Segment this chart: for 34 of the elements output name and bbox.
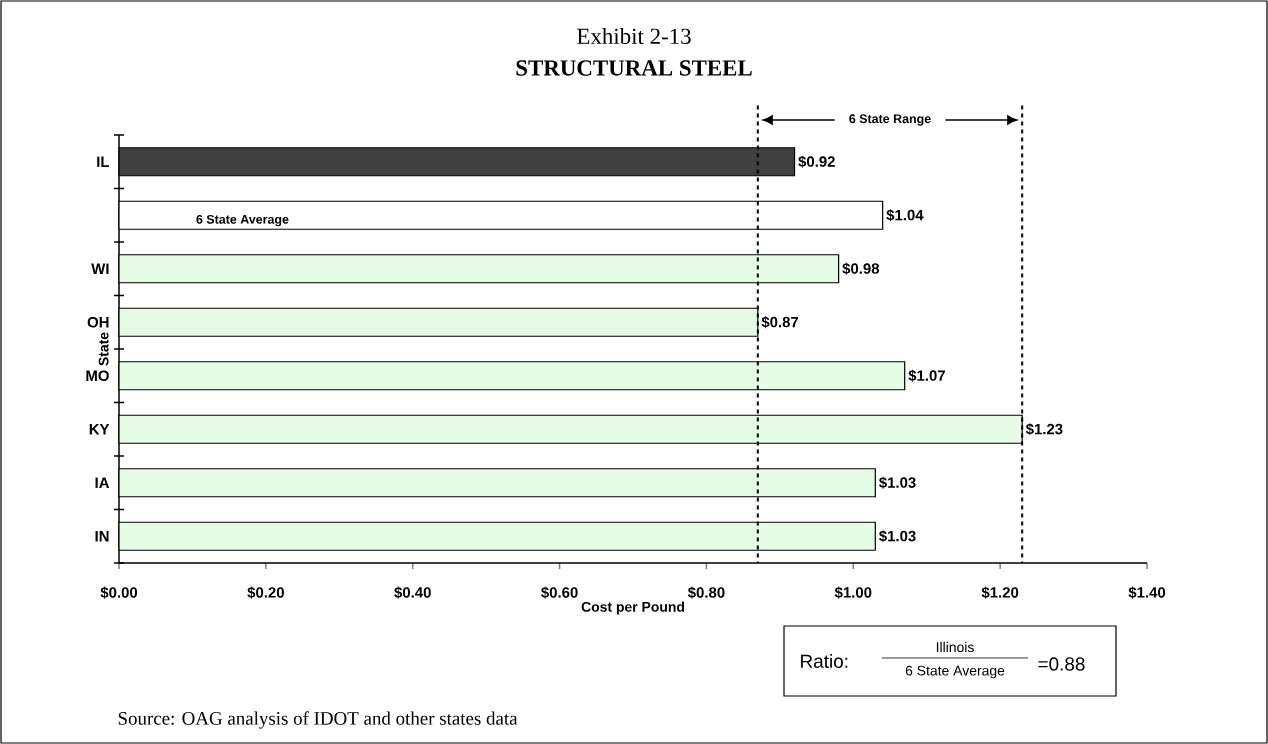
data-label: $1.04 <box>886 209 924 222</box>
text: 6 State Average <box>905 665 1005 679</box>
y-tick-label: WI <box>91 263 109 274</box>
x-tick-label: $1.00 <box>834 586 872 599</box>
x-tick-label: $0.80 <box>687 586 725 599</box>
data-label: $0.92 <box>798 155 835 168</box>
text: Ratio: <box>801 654 848 668</box>
x-tick-label: $0.40 <box>394 586 431 599</box>
y-tick-label: IL <box>97 156 110 167</box>
x-tick-label: $0.20 <box>247 586 284 599</box>
x-tick-label: $1.40 <box>1128 586 1166 599</box>
y-tick-label: MO <box>86 370 109 382</box>
data-label: $1.23 <box>1025 423 1063 436</box>
annotation: 6 State Average <box>196 214 289 227</box>
x-tick-label: $0.00 <box>100 586 138 599</box>
chart-subtitle: STRUCTURAL STEEL <box>516 60 752 76</box>
data-label: $0.98 <box>842 262 880 275</box>
data-label: $1.03 <box>879 476 916 489</box>
data-label: $0.87 <box>761 316 799 329</box>
x-axis-title: Cost per Pound <box>581 601 684 615</box>
data-label: $1.03 <box>879 530 916 543</box>
x-tick-label: $1.20 <box>981 586 1019 599</box>
chart-title: Exhibit 2-13 <box>577 27 691 45</box>
y-tick-label: IA <box>95 477 110 488</box>
data-label: $1.07 <box>908 369 945 382</box>
text: Illinois <box>936 641 974 653</box>
annotation: 6 State Range <box>849 114 931 126</box>
y-tick-label: IN <box>95 531 109 542</box>
y-tick-label: KY <box>89 424 110 435</box>
source-note: Source: OAG analysis of IDOT and other states data <box>118 711 518 729</box>
x-tick-label: $0.60 <box>541 586 578 599</box>
y-tick-label: OH <box>87 316 109 328</box>
text: =0.88 <box>1038 657 1085 671</box>
y-axis-title: State <box>98 332 109 366</box>
